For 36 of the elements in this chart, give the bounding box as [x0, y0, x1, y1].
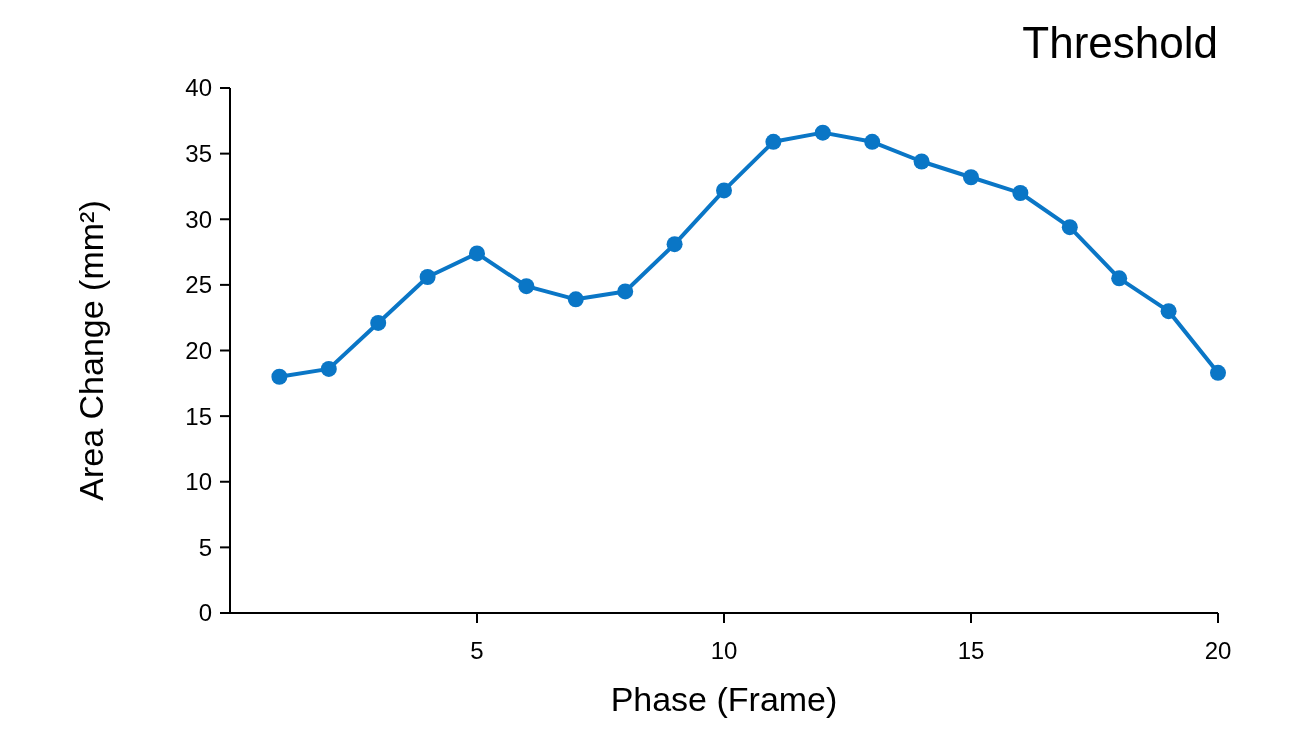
point	[469, 245, 485, 262]
point	[1111, 270, 1128, 287]
y-tick-label: 30	[185, 205, 212, 233]
point	[765, 133, 782, 150]
point	[1061, 219, 1078, 236]
x-tick-label: 10	[710, 637, 738, 664]
point	[1012, 185, 1029, 201]
point	[1210, 364, 1226, 381]
x-tick-label: 5	[470, 637, 484, 664]
point	[963, 169, 979, 186]
point	[913, 153, 930, 170]
point	[864, 133, 881, 150]
chart-title: Threshold	[1022, 18, 1218, 67]
point	[567, 291, 584, 308]
y-tick-label: 5	[198, 533, 212, 561]
point	[320, 360, 337, 377]
point	[716, 182, 732, 199]
y-tick-label: 0	[198, 599, 212, 627]
point	[518, 278, 535, 295]
point	[370, 314, 387, 331]
y-tick-label: 35	[185, 140, 212, 168]
y-tick-label: 15	[185, 402, 212, 430]
point	[419, 269, 436, 285]
y-axis-title: Area Change (mm²)	[72, 200, 110, 501]
point	[1160, 303, 1177, 320]
point	[271, 368, 288, 385]
point	[814, 124, 831, 141]
point	[617, 283, 634, 300]
y-tick-label: 25	[185, 271, 212, 299]
y-tick-label: 20	[185, 336, 212, 364]
x-tick-label: 15	[957, 637, 985, 664]
x-tick-label: 20	[1204, 637, 1232, 664]
point	[666, 236, 683, 253]
y-tick-label: 10	[185, 468, 212, 496]
x-axis-title: Phase (Frame)	[610, 680, 838, 718]
y-tick-label: 40	[185, 74, 212, 102]
